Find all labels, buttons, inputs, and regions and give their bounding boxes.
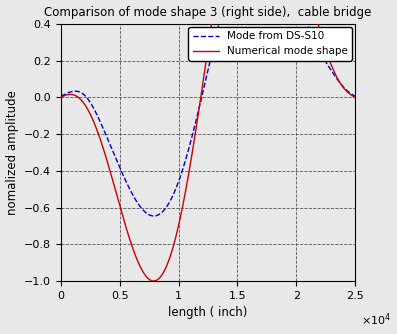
- Line: Mode from DS-S10: Mode from DS-S10: [61, 0, 355, 216]
- Text: $\times 10^4$: $\times 10^4$: [361, 312, 391, 328]
- Legend: Mode from DS-S10, Numerical mode shape: Mode from DS-S10, Numerical mode shape: [189, 27, 352, 60]
- Mode from DS-S10: [172, 191, 176, 195]
- Mode from DS-S10: [92, 108, 97, 112]
- X-axis label: length ( inch): length ( inch): [168, 306, 248, 319]
- Line: Numerical mode shape: Numerical mode shape: [61, 0, 355, 281]
- Numerical mode shape: [184, 183, 189, 187]
- Mode from DS-S10: [353, 94, 358, 98]
- Numerical mode shape: [151, 279, 156, 283]
- Mode from DS-S10: [110, 147, 114, 151]
- Numerical mode shape: [353, 95, 358, 99]
- Mode from DS-S10: [152, 214, 156, 218]
- Numerical mode shape: [316, 21, 320, 25]
- Numerical mode shape: [110, 176, 114, 180]
- Numerical mode shape: [59, 95, 64, 99]
- Numerical mode shape: [347, 92, 352, 96]
- Y-axis label: nomalized amplitude: nomalized amplitude: [6, 90, 19, 215]
- Mode from DS-S10: [59, 94, 64, 98]
- Mode from DS-S10: [347, 91, 352, 95]
- Numerical mode shape: [92, 122, 97, 126]
- Mode from DS-S10: [184, 154, 189, 158]
- Numerical mode shape: [172, 242, 176, 246]
- Title: Comparison of mode shape 3 (right side),  cable bridge: Comparison of mode shape 3 (right side),…: [44, 6, 372, 19]
- Mode from DS-S10: [316, 46, 320, 50]
